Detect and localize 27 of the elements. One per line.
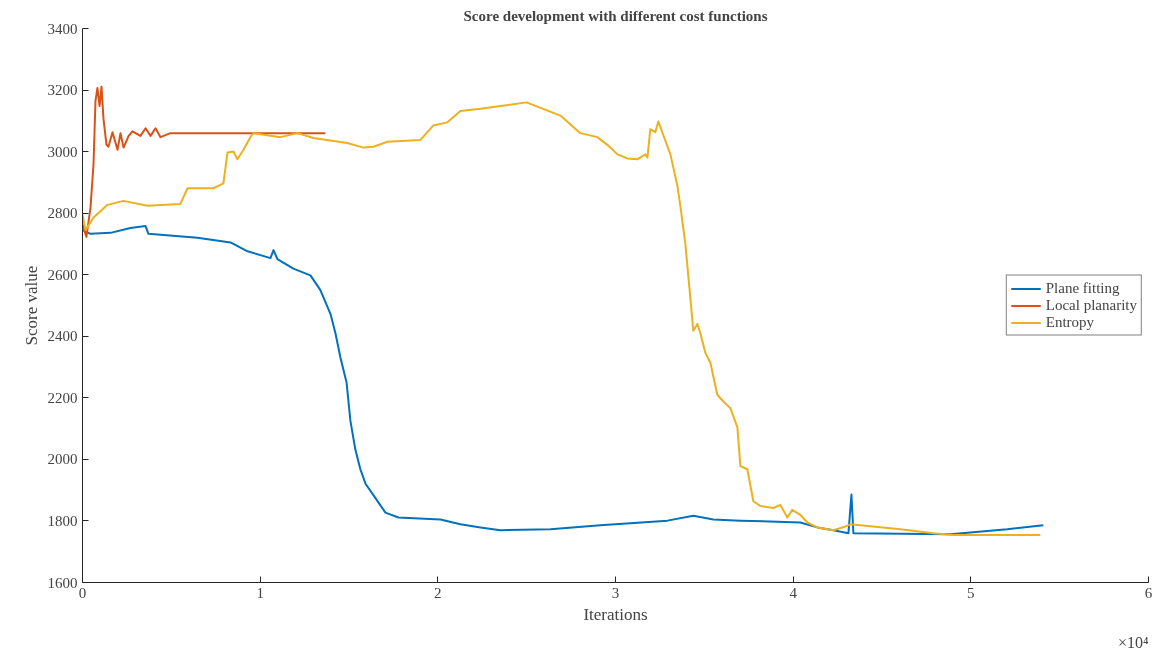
x-tick-label: 5 <box>967 584 975 601</box>
legend-label: Local planarity <box>1045 296 1137 314</box>
y-tick-label: 3000 <box>47 143 78 160</box>
x-axis-title: Iterations <box>583 604 648 624</box>
x-tick-label: 0 <box>78 584 87 601</box>
line-series <box>82 85 327 238</box>
y-tick-label: 1600 <box>47 574 78 591</box>
chart-title: Score development with different cost functions <box>463 7 768 24</box>
legend-label: Plane fitting <box>1045 279 1120 297</box>
x-tick-label: 4 <box>789 584 798 601</box>
x-tick-label: 1 <box>256 584 264 601</box>
x-tick-label: 2 <box>434 584 442 601</box>
y-axis-title: Score value <box>21 265 41 346</box>
y-tick-label: 3400 <box>47 20 78 37</box>
y-tick-label: 2200 <box>47 389 78 406</box>
y-tick-label: 2400 <box>47 328 78 345</box>
line-series <box>82 101 1042 537</box>
x-tick-label: 6 <box>1144 584 1153 601</box>
legend-label: Entropy <box>1045 313 1095 331</box>
x-tick-label: 3 <box>611 584 620 601</box>
y-tick-label: 2800 <box>47 205 78 222</box>
y-tick-label: 2600 <box>47 266 78 283</box>
line-series <box>82 225 1045 536</box>
y-tick-label: 1800 <box>47 512 78 529</box>
y-tick-label: 2000 <box>47 451 78 468</box>
y-tick-label: 3200 <box>47 82 78 99</box>
text: ×10⁴ <box>1117 633 1149 651</box>
